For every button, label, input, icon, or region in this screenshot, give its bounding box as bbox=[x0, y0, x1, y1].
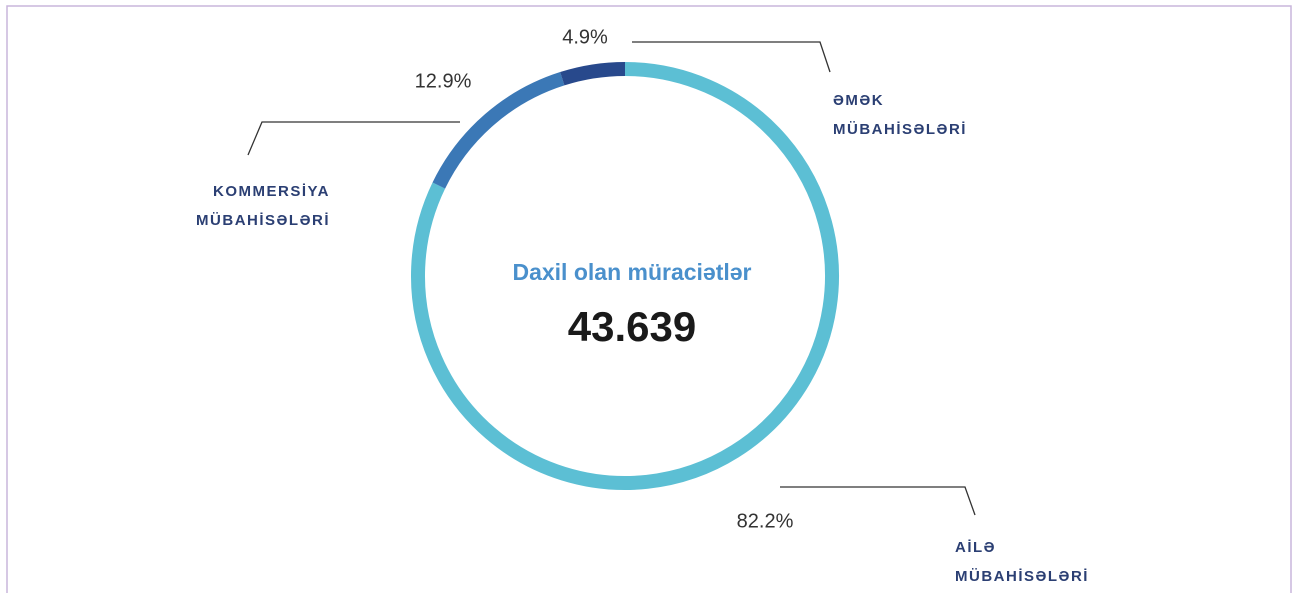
leader-line bbox=[632, 41, 831, 73]
value-label: 12.9% bbox=[415, 70, 472, 92]
value-label: 4.9% bbox=[562, 26, 608, 48]
leader-line bbox=[780, 486, 976, 516]
category-label: MÜBAHİSƏLƏRİ bbox=[196, 212, 330, 229]
category-label: AİLƏ bbox=[955, 539, 996, 556]
leader-line bbox=[247, 121, 460, 156]
category-label: MÜBAHİSƏLƏRİ bbox=[955, 568, 1089, 585]
donut-slice bbox=[432, 72, 565, 189]
center-title: Daxil olan müraciətlər bbox=[512, 259, 751, 285]
donut-slice bbox=[560, 62, 626, 86]
center-total: 43.639 bbox=[568, 303, 696, 350]
category-label: ƏMƏK bbox=[833, 92, 884, 109]
category-label: MÜBAHİSƏLƏRİ bbox=[833, 121, 967, 138]
frame bbox=[6, 5, 1292, 593]
donut-slice bbox=[411, 62, 839, 490]
category-label: KOMMERSİYA bbox=[213, 183, 330, 200]
value-label: 82.2% bbox=[737, 510, 794, 532]
